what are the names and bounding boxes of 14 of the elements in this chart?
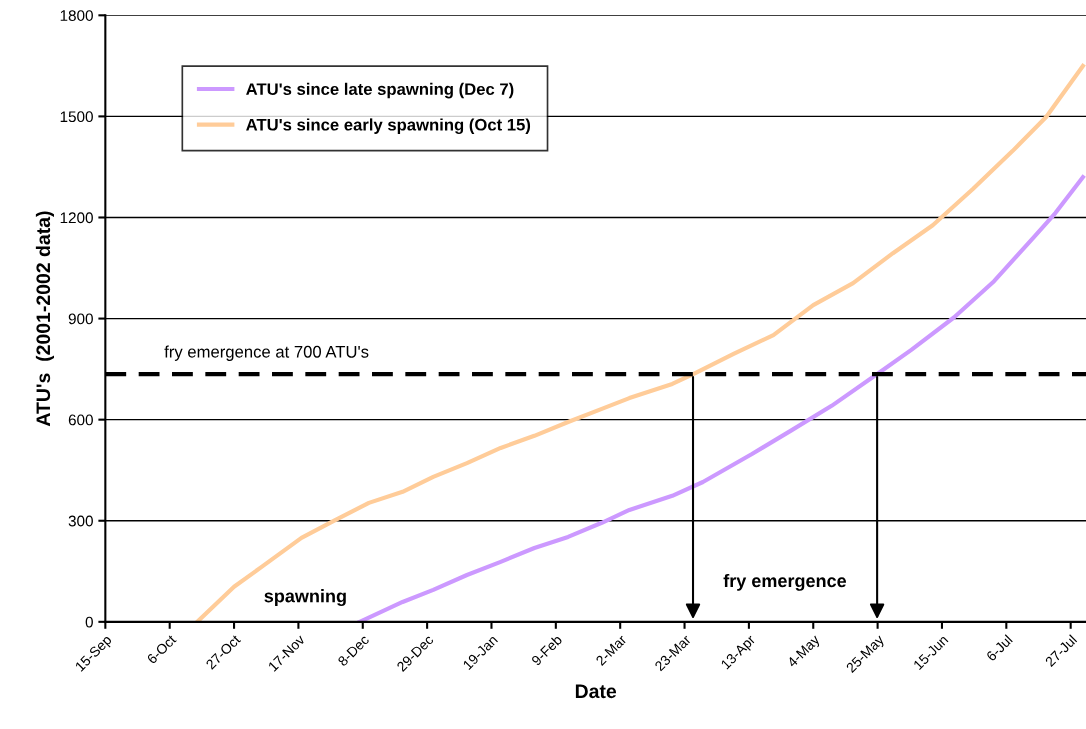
y-tick-label: 1800 bbox=[60, 10, 93, 21]
y-tick-label: 0 bbox=[85, 616, 93, 628]
y-tick-label: 1500 bbox=[60, 111, 93, 123]
y-axis-title: ATU's (2001-2002 data) bbox=[35, 211, 54, 427]
annotation: spawning bbox=[264, 589, 346, 607]
ref-line-label: fry emergence at 700 ATU's bbox=[164, 345, 369, 361]
annotation: fry emergence bbox=[723, 573, 847, 591]
x-axis-title: Date bbox=[575, 684, 617, 699]
y-tick-label: 1200 bbox=[60, 212, 93, 224]
y-tick-label: 300 bbox=[68, 515, 93, 527]
y-tick-label: 600 bbox=[68, 414, 93, 426]
legend-label: ATU's since early spawning (Oct 15) bbox=[246, 118, 531, 134]
y-tick-label: 900 bbox=[68, 313, 93, 325]
legend-label: ATU's since late spawning (Dec 7) bbox=[246, 82, 514, 99]
